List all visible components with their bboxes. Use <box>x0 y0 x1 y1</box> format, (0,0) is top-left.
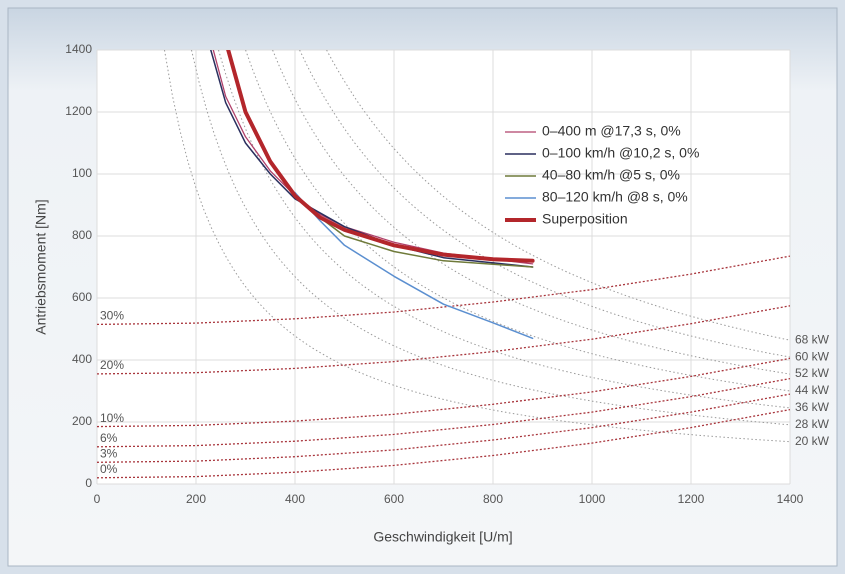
y-tick-label: 200 <box>72 414 92 428</box>
legend-label: Superposition <box>542 211 628 227</box>
y-tick-label: 0 <box>85 476 92 490</box>
power-curve <box>272 50 790 375</box>
power-label: 60 kW <box>795 349 830 363</box>
series-line <box>294 191 534 340</box>
grade-label: 6% <box>100 431 118 445</box>
legend: 0–400 m @17,3 s, 0% 0–100 km/h @10,2 s, 0… <box>505 123 699 227</box>
x-tick-label: 800 <box>483 492 503 506</box>
y-tick-label: 1400 <box>65 42 92 56</box>
power-label: 44 kW <box>795 383 830 397</box>
power-curve <box>164 50 790 443</box>
labels: 0 200 400 600 800 1000 1200 1400 0 200 400 600 800 10… <box>65 42 829 506</box>
power-curve <box>245 50 790 392</box>
grade-label: 3% <box>100 446 118 460</box>
grade-label: 10% <box>100 411 124 425</box>
y-tick-label: 1200 <box>65 104 92 118</box>
x-tick-label: 600 <box>384 492 404 506</box>
grade-curve <box>97 408 790 479</box>
legend-label: 40–80 km/h @5 s, 0% <box>542 167 680 183</box>
grade-label: 0% <box>100 462 118 476</box>
y-tick-label: 100 <box>72 166 92 180</box>
series-line <box>226 50 535 263</box>
power-label: 28 kW <box>795 417 830 431</box>
grade-curve <box>97 393 790 463</box>
grid <box>96 49 791 485</box>
power-label: 36 kW <box>795 400 830 414</box>
curves <box>97 50 790 479</box>
grade-label: 20% <box>100 358 124 372</box>
y-tick-label: 600 <box>72 290 92 304</box>
power-label: 20 kW <box>795 434 830 448</box>
x-axis-title: Geschwindigkeit [U/m] <box>373 529 512 545</box>
y-axis-title: Antriebsmoment [Nm] <box>33 199 49 334</box>
grade-label: 30% <box>100 309 124 323</box>
y-tick-label: 400 <box>72 352 92 366</box>
grade-curve <box>97 255 790 326</box>
x-tick-label: 1400 <box>777 492 804 506</box>
x-tick-label: 1000 <box>579 492 606 506</box>
x-tick-label: 1200 <box>678 492 705 506</box>
x-tick-label: 0 <box>94 492 101 506</box>
power-label: 68 kW <box>795 332 830 346</box>
power-label: 52 kW <box>795 366 830 380</box>
power-curve <box>191 50 790 426</box>
x-tick-label: 400 <box>285 492 305 506</box>
power-curve <box>326 50 790 341</box>
y-tick-label: 800 <box>72 228 92 242</box>
grade-curve <box>97 305 790 375</box>
plot-area <box>97 50 790 484</box>
series-line <box>210 50 534 268</box>
legend-label: 80–120 km/h @8 s, 0% <box>542 189 688 205</box>
grade-curve <box>97 357 790 428</box>
grade-curve <box>97 377 790 448</box>
x-tick-label: 200 <box>186 492 206 506</box>
legend-label: 0–100 km/h @10,2 s, 0% <box>542 145 699 161</box>
legend-label: 0–400 m @17,3 s, 0% <box>542 123 681 139</box>
